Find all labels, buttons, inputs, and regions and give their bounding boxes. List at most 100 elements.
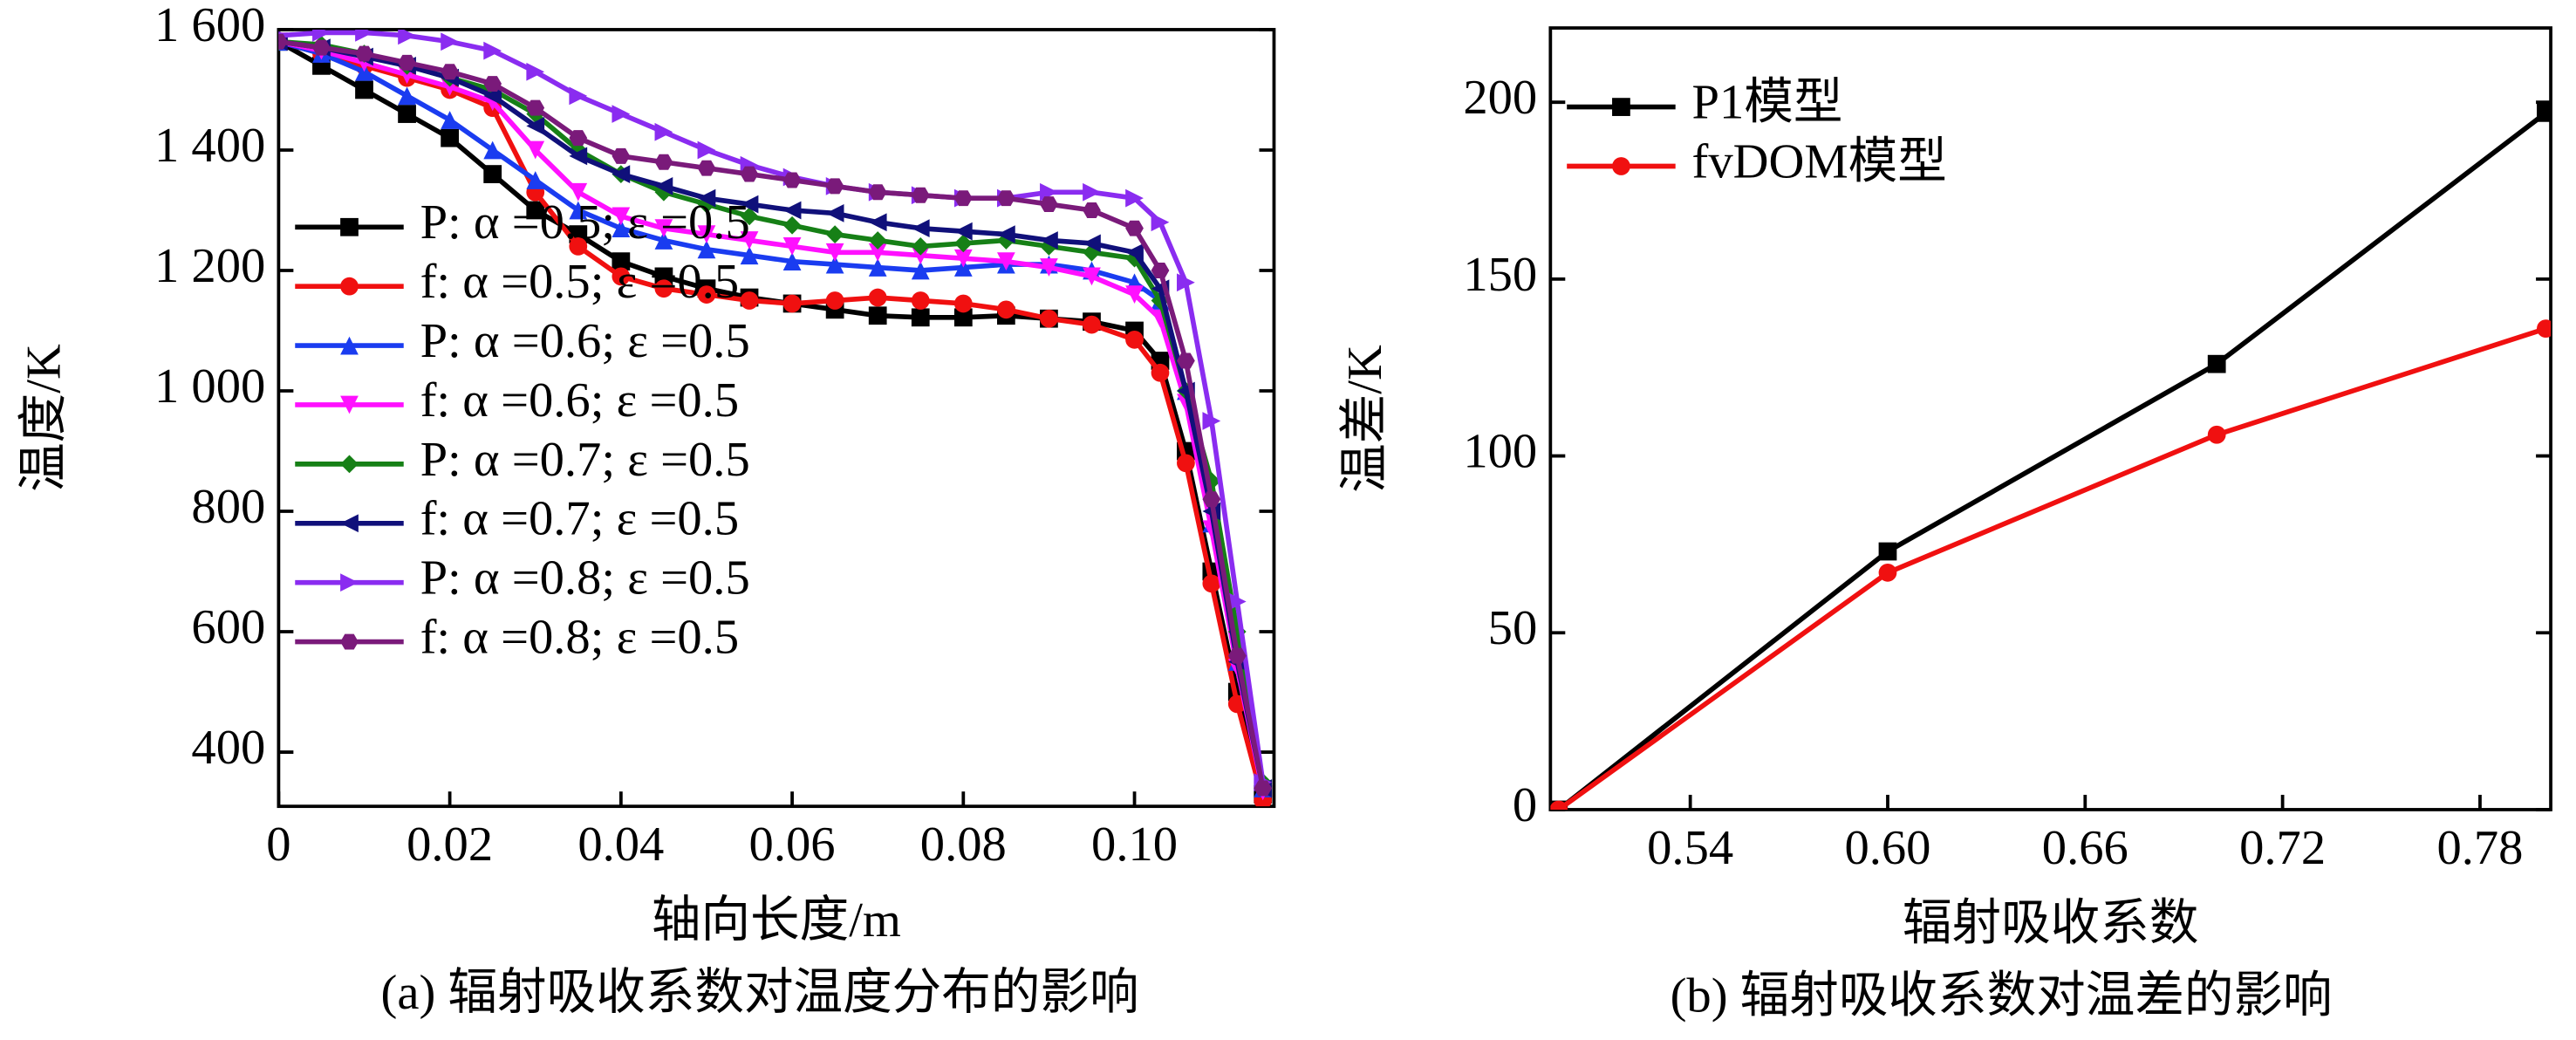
plot-area	[278, 29, 1273, 807]
marker	[825, 255, 844, 274]
marker	[782, 216, 802, 235]
x-tick-label: 0	[266, 818, 290, 872]
marker	[1254, 780, 1273, 797]
marker	[1550, 800, 1568, 810]
legend-label: f: α =0.8; ε =0.5	[420, 611, 740, 665]
y-axis-label: 温度/K	[17, 344, 71, 492]
legend-marker	[340, 336, 359, 355]
marker	[312, 39, 331, 56]
marker	[2207, 354, 2226, 373]
marker	[697, 285, 716, 304]
marker	[825, 243, 844, 262]
marker	[569, 201, 588, 220]
marker	[612, 147, 631, 164]
marker	[911, 219, 930, 238]
legend-marker	[340, 633, 359, 650]
marker	[1125, 220, 1144, 236]
marker	[1878, 542, 1897, 561]
marker	[740, 291, 759, 310]
marker	[740, 246, 759, 265]
marker	[569, 237, 588, 256]
marker	[1083, 202, 1101, 218]
x-tick-label: 0.08	[920, 818, 1007, 872]
series-line	[1557, 111, 2548, 810]
x-tick-label: 0.78	[2436, 821, 2523, 875]
marker	[868, 231, 887, 250]
marker	[825, 291, 844, 310]
legend-marker	[340, 514, 359, 533]
marker	[2207, 425, 2226, 444]
marker	[483, 165, 502, 183]
marker	[654, 279, 673, 298]
marker	[996, 252, 1015, 271]
marker	[355, 29, 373, 42]
y-axis-label: 温差/K	[1338, 345, 1392, 493]
y-tick-label: 800	[191, 480, 265, 534]
marker	[1125, 188, 1144, 208]
marker	[654, 219, 673, 238]
marker	[612, 207, 631, 226]
marker	[697, 160, 716, 176]
marker	[1040, 309, 1058, 328]
marker	[868, 306, 887, 325]
marker	[278, 33, 288, 50]
marker	[569, 86, 588, 106]
marker	[654, 177, 673, 195]
marker	[825, 225, 844, 243]
marker	[355, 45, 373, 62]
legend-label: f: α =0.5; ε =0.5	[420, 255, 740, 309]
marker	[441, 32, 459, 51]
marker	[569, 182, 588, 202]
marker	[697, 240, 716, 259]
x-tick-label: 0.06	[749, 818, 836, 872]
x-tick-label: 0.54	[1647, 821, 1733, 875]
x-tick-label: 0.66	[2042, 821, 2128, 875]
marker	[1040, 258, 1058, 277]
x-axis-label: 辐射吸收系数	[1903, 897, 2198, 951]
x-axis-label: 轴向长度/m	[652, 893, 901, 948]
marker	[526, 171, 545, 189]
legend-marker	[1612, 157, 1630, 175]
x-tick-label: 0.72	[2239, 821, 2326, 875]
x-tick-label: 0.60	[1844, 821, 1930, 875]
x-tick-label: 0.02	[407, 818, 493, 872]
marker	[612, 252, 631, 271]
marker	[868, 288, 887, 307]
marker	[1125, 285, 1144, 304]
marker	[996, 300, 1015, 319]
y-tick-label: 1 600	[154, 0, 265, 52]
legend-label: P1模型	[1692, 76, 1843, 130]
marker	[441, 111, 459, 129]
marker	[697, 225, 716, 243]
x-tick-label: 0.04	[577, 818, 664, 872]
marker	[526, 116, 545, 135]
marker	[782, 201, 802, 220]
legend-marker	[1612, 98, 1630, 116]
marker	[1125, 330, 1144, 349]
marker	[868, 258, 887, 277]
marker	[398, 86, 416, 106]
marker	[740, 195, 759, 214]
marker	[953, 190, 973, 207]
marker	[782, 237, 802, 256]
y-tick-label: 0	[1513, 778, 1537, 832]
marker	[953, 249, 973, 268]
legend-marker	[340, 277, 359, 296]
marker	[398, 29, 416, 45]
marker	[697, 140, 716, 160]
marker	[569, 130, 588, 147]
y-tick-label: 150	[1463, 248, 1537, 302]
marker	[1083, 182, 1101, 202]
caption: (b) 辐射吸收系数对温差的影响	[1671, 969, 2333, 1023]
legend-label: P: α =0.8; ε =0.5	[420, 551, 750, 606]
marker	[1202, 412, 1221, 430]
marker	[1177, 454, 1195, 473]
marker	[996, 190, 1015, 207]
marker	[1227, 592, 1247, 611]
marker	[868, 243, 887, 262]
marker	[312, 29, 331, 42]
marker	[526, 99, 545, 116]
marker	[740, 231, 759, 250]
marker	[441, 128, 459, 147]
marker	[483, 41, 502, 60]
